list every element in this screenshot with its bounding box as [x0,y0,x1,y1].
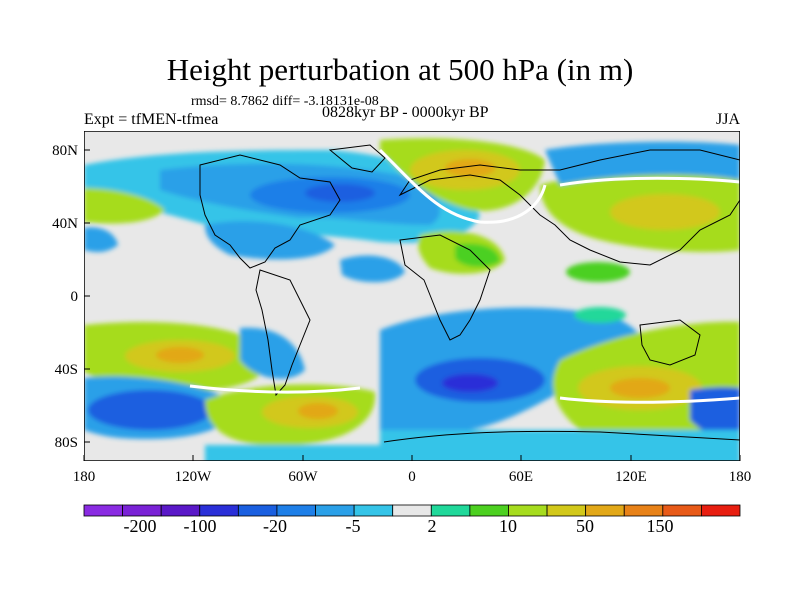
x-tick-label: 60W [288,469,318,485]
x-tick-label: 120W [175,469,213,485]
colorbar-swatch [276,504,316,517]
colorbar-labels: -200 -100 -20 -5 2 10 50 150 [124,516,674,536]
colorbar-swatch [237,504,278,517]
colorbar-swatch [83,504,123,517]
colorbar-label: -5 [346,516,361,536]
colorbar [83,504,741,517]
colorbar-swatch [122,504,162,517]
colorbar-swatch [701,504,741,517]
experiment-label: Expt = tfMEN-tfmea [84,111,219,128]
colorbar-swatch [199,504,239,517]
contour-field [84,138,740,461]
map-panel [84,131,740,461]
x-tick-label: 0 [408,469,416,485]
axis-ticks [83,149,741,461]
colorbar-label: -20 [263,516,287,536]
colorbar-swatch [392,504,432,517]
coastlines [199,144,740,443]
colorbar-label: 10 [499,516,517,536]
x-axis-labels: 180 120W 60W 0 60E 120E 180 [73,469,752,485]
x-tick-label: 180 [729,469,752,485]
stats-label: rmsd= 8.7862 diff= -3.18131e-08 [191,94,379,109]
y-tick-label: 0 [71,289,79,305]
colorbar-swatch [508,504,548,517]
y-tick-label: 40S [55,362,78,378]
y-tick-label: 80N [52,143,78,159]
y-axis-labels: 80N 40N 0 40S 80S [52,143,78,451]
colorbar-label: -200 [124,516,157,536]
zero-contours [189,148,740,404]
colorbar-label: 150 [647,516,674,536]
colorbar-swatch [469,504,509,517]
colorbar-swatch [546,504,587,517]
colorbar-swatch [430,504,471,517]
colorbar-swatch [160,504,201,517]
colorbar-swatch [662,504,702,517]
map-title: Height perturbation at 500 hPa (in m) [166,52,634,87]
colorbar-swatch [315,504,355,517]
colorbar-label: -100 [184,516,217,536]
colorbar-label: 50 [576,516,594,536]
colorbar-swatch [353,504,394,517]
x-tick-label: 120E [615,469,647,485]
colorbar-swatch [623,504,664,517]
y-tick-label: 40N [52,216,78,232]
season-label: JJA [716,111,741,128]
x-tick-label: 60E [509,469,533,485]
colorbar-swatch [585,504,625,517]
x-tick-label: 180 [73,469,96,485]
colorbar-label: 2 [428,516,437,536]
period-label: 0828kyr BP - 0000kyr BP [322,104,489,121]
y-tick-label: 80S [55,435,78,451]
